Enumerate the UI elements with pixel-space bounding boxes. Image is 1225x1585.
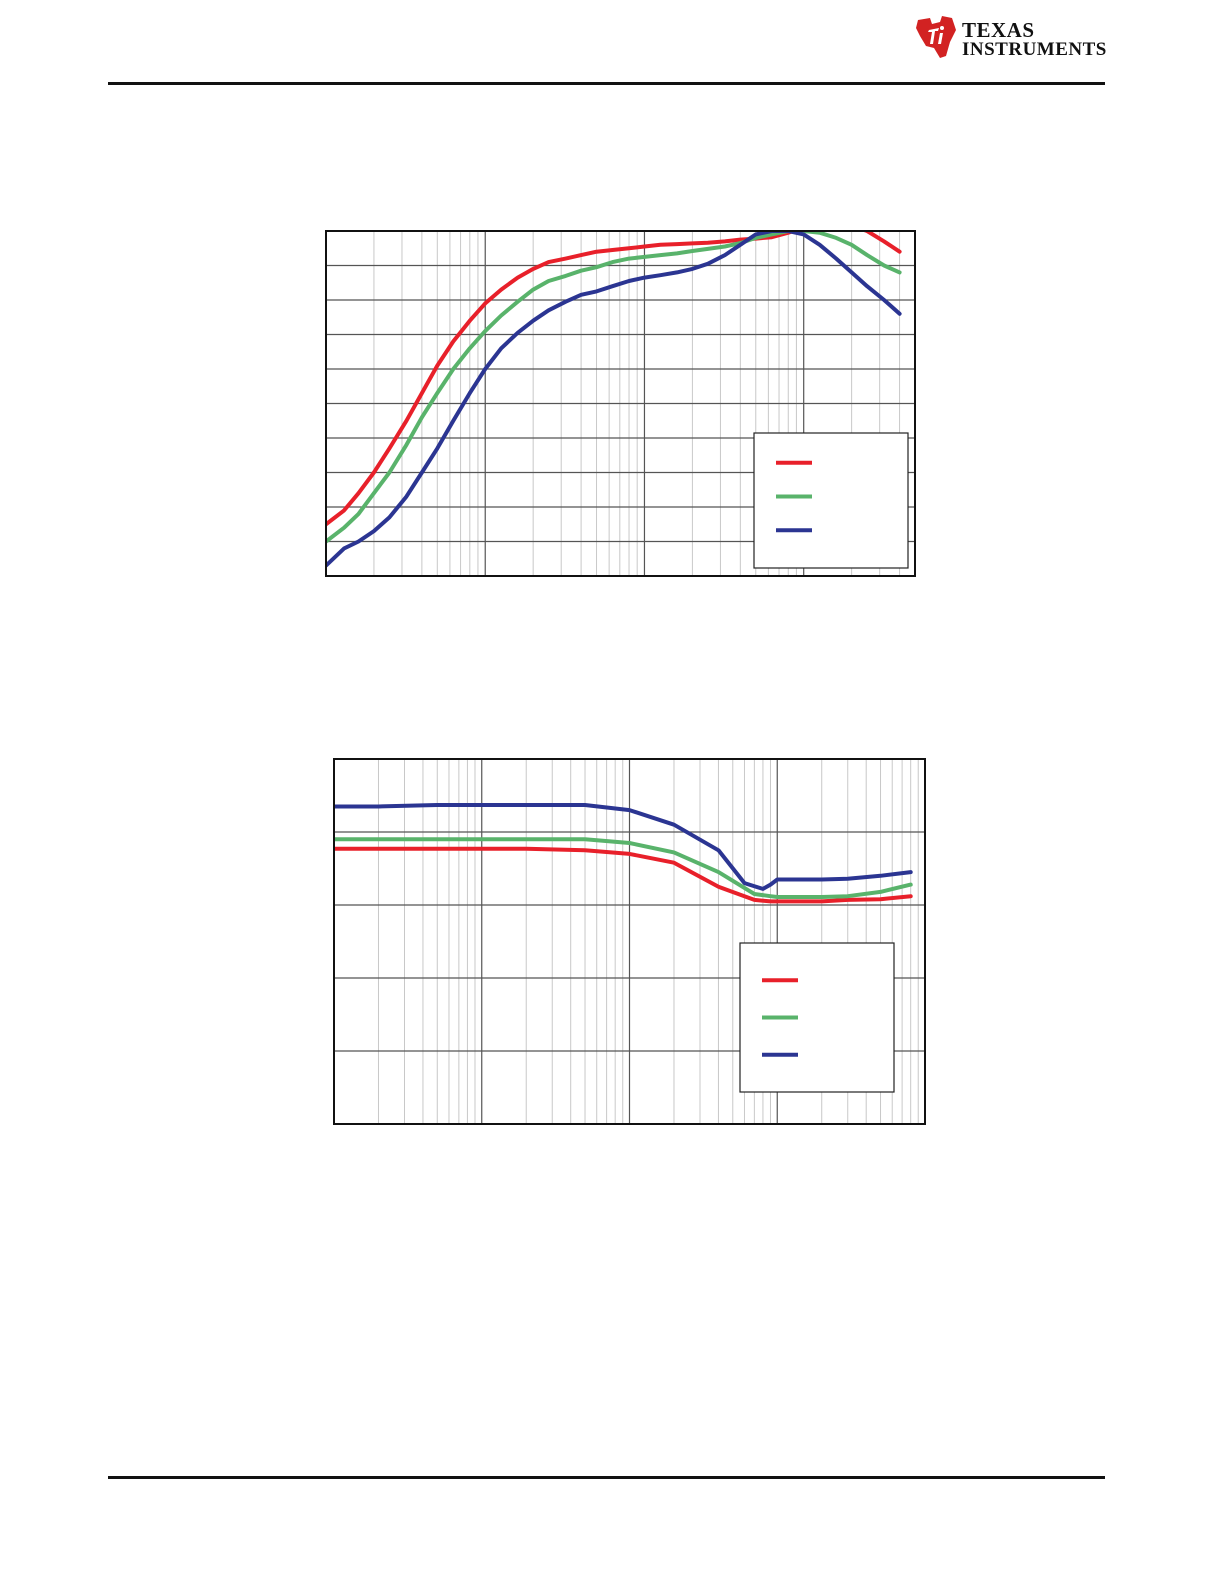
series-line-blue — [326, 231, 902, 568]
plot-frame — [325, 230, 916, 577]
plot-frame — [333, 758, 926, 1125]
series-line-red — [334, 846, 913, 904]
brand-line1: TEXAS — [962, 18, 1035, 42]
footer-rule — [108, 1476, 1105, 1479]
series-line-green — [326, 231, 902, 544]
ti-logo-icon — [916, 16, 956, 58]
series-line-green — [334, 837, 913, 899]
series-line-blue — [334, 803, 913, 891]
brand-line2: INSTRUMENTS — [962, 39, 1107, 60]
legend-box — [753, 432, 909, 569]
series-line-red — [326, 231, 902, 527]
chart-1 — [325, 230, 916, 577]
header-rule — [108, 82, 1105, 85]
chart-2 — [333, 758, 926, 1125]
